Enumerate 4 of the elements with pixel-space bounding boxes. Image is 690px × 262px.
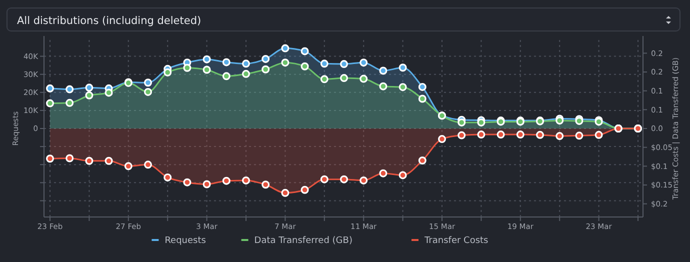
legend-label: Requests [164,236,206,246]
legend-label: Data Transferred (GB) [254,236,352,246]
chart-title: All distributions (including deleted) [17,15,202,27]
legend-label: Transfer Costs [424,236,489,246]
